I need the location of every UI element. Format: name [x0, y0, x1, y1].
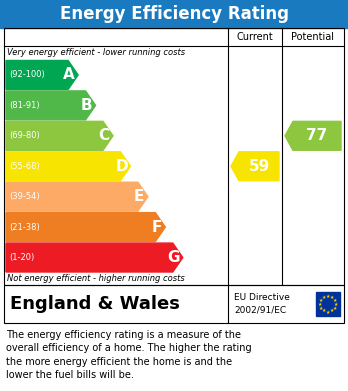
Bar: [4, 285, 344, 323]
Text: ★: ★: [319, 298, 323, 303]
Text: Energy Efficiency Rating: Energy Efficiency Rating: [60, 5, 288, 23]
Polygon shape: [231, 152, 279, 181]
Text: C: C: [98, 128, 110, 143]
Polygon shape: [6, 91, 96, 120]
Text: (69-80): (69-80): [9, 131, 40, 140]
Text: (81-91): (81-91): [9, 101, 40, 110]
Text: 59: 59: [248, 159, 270, 174]
Polygon shape: [6, 182, 148, 211]
Polygon shape: [6, 243, 183, 272]
Text: B: B: [81, 98, 92, 113]
Text: ★: ★: [318, 301, 322, 307]
Text: ★: ★: [326, 310, 330, 314]
Polygon shape: [6, 213, 165, 242]
Text: ★: ★: [334, 301, 338, 307]
Text: F: F: [151, 220, 161, 235]
Text: Not energy efficient - higher running costs: Not energy efficient - higher running co…: [7, 274, 185, 283]
Text: 2002/91/EC: 2002/91/EC: [234, 305, 286, 314]
Text: ★: ★: [319, 305, 323, 310]
Text: (39-54): (39-54): [9, 192, 40, 201]
Text: ★: ★: [322, 294, 326, 300]
Text: (55-68): (55-68): [9, 162, 40, 171]
Polygon shape: [6, 152, 130, 181]
Text: G: G: [167, 250, 180, 265]
Text: ★: ★: [330, 308, 334, 314]
Text: Potential: Potential: [292, 32, 334, 42]
Text: EU Directive: EU Directive: [234, 294, 290, 303]
Text: The energy efficiency rating is a measure of the
overall efficiency of a home. T: The energy efficiency rating is a measur…: [6, 330, 252, 380]
Text: ★: ★: [326, 294, 330, 298]
Text: ★: ★: [330, 294, 334, 300]
Text: (92-100): (92-100): [9, 70, 45, 79]
Text: England & Wales: England & Wales: [10, 295, 180, 313]
Bar: [316, 292, 340, 316]
Text: D: D: [115, 159, 128, 174]
Text: E: E: [134, 189, 144, 204]
Polygon shape: [6, 121, 113, 150]
Text: Current: Current: [237, 32, 274, 42]
Bar: [4, 28, 344, 285]
Text: ★: ★: [333, 298, 337, 303]
Text: Very energy efficient - lower running costs: Very energy efficient - lower running co…: [7, 48, 185, 57]
Polygon shape: [6, 61, 78, 90]
Polygon shape: [285, 121, 341, 150]
Text: (1-20): (1-20): [9, 253, 34, 262]
Text: ★: ★: [322, 308, 326, 314]
Text: (21-38): (21-38): [9, 222, 40, 231]
Text: A: A: [63, 68, 75, 83]
Text: 77: 77: [306, 128, 327, 143]
Text: ★: ★: [333, 305, 337, 310]
Bar: [0, 0, 348, 28]
